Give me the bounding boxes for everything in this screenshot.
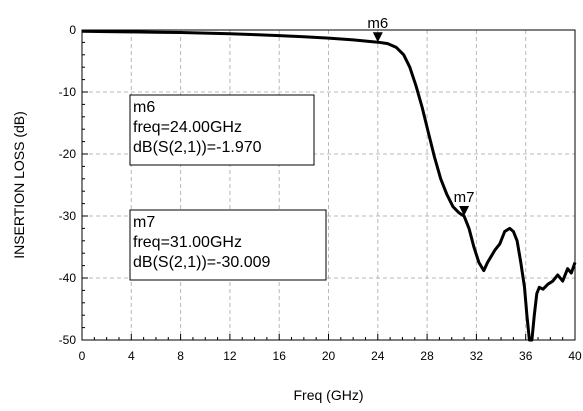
readout-freq: freq=24.00GHz <box>133 119 242 136</box>
y-tick-label: 0 <box>69 23 76 37</box>
readout-db: dB(S(2,1))=-1.970 <box>133 139 262 156</box>
x-tick-label: 4 <box>128 349 135 363</box>
readout-freq: freq=31.00GHz <box>133 234 242 251</box>
marker-m7-triangle <box>459 206 470 217</box>
readout-name: m6 <box>133 99 155 116</box>
x-tick-label: 0 <box>79 349 86 363</box>
readout-name: m7 <box>133 214 155 231</box>
marker-m6-label: m6 <box>367 15 388 32</box>
grid-lines <box>82 30 575 340</box>
x-tick-label: 24 <box>371 349 385 363</box>
marker-m7-label: m7 <box>454 189 475 206</box>
marker-m7-readout-box: m7 freq=31.00GHz dB(S(2,1))=-30.009 <box>129 209 327 281</box>
series-line-s21 <box>81 29 577 342</box>
y-tick-label: -50 <box>59 333 77 347</box>
plot-area-frame <box>81 29 576 341</box>
x-tick-label: 36 <box>519 349 533 363</box>
y-tick-labels: 0 -10 -20 -30 -40 -50 <box>59 23 77 347</box>
x-tick-label: 40 <box>568 349 582 363</box>
x-tick-label: 16 <box>273 349 287 363</box>
markers: m6 m7 <box>367 15 475 217</box>
marker-m6-readout-box: m6 freq=24.00GHz dB(S(2,1))=-1.970 <box>129 94 315 166</box>
x-tick-label: 8 <box>177 349 184 363</box>
y-tick-label: -20 <box>59 147 77 161</box>
readout-db: dB(S(2,1))=-30.009 <box>133 254 271 271</box>
x-tick-label: 12 <box>223 349 237 363</box>
readout-box-border <box>129 209 327 281</box>
x-tick-label: 32 <box>470 349 484 363</box>
x-tick-labels: 0 4 8 12 16 20 24 28 32 36 40 <box>79 349 582 363</box>
y-tick-label: -40 <box>59 271 77 285</box>
x-tick-label: 28 <box>420 349 434 363</box>
x-axis-title: Freq (GHz) <box>294 387 364 403</box>
y-axis-title: INSERTION LOSS (dB) <box>11 111 27 259</box>
readout-box-border <box>129 94 315 166</box>
x-tick-label: 20 <box>322 349 336 363</box>
y-tick-label: -30 <box>59 209 77 223</box>
y-tick-label: -10 <box>59 85 77 99</box>
marker-boxes: m6 freq=24.00GHz dB(S(2,1))=-1.970 m7 freq=3… <box>129 94 327 281</box>
marker-m6-triangle <box>372 32 383 43</box>
